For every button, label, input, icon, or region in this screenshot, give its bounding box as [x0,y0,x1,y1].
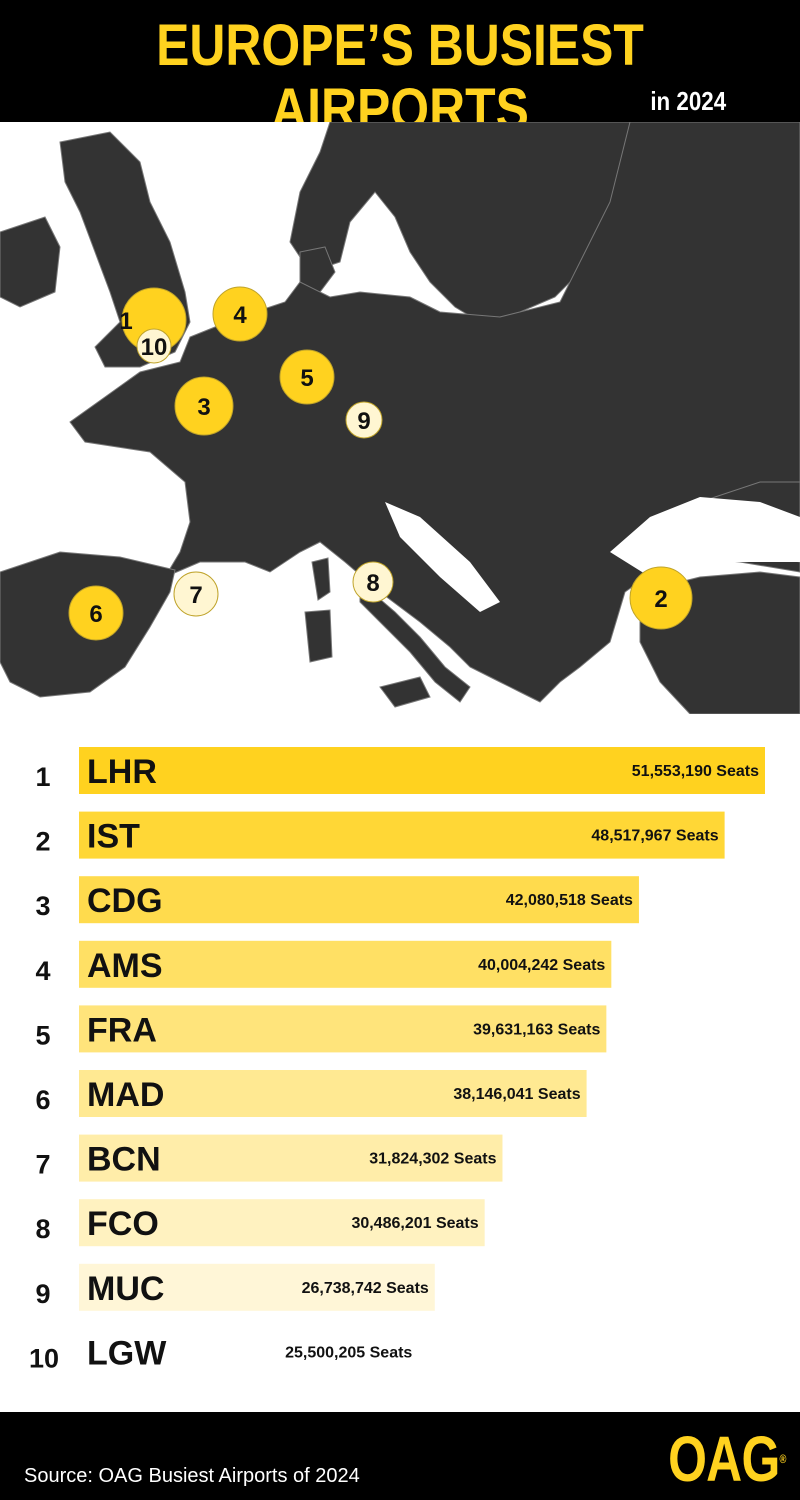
airport-code-label: MAD [87,1076,164,1114]
value-label: 25,500,205 Seats [285,1344,412,1361]
bar-cdg [79,876,639,924]
rank-label: 7 [35,1150,50,1180]
rank-label: 9 [35,1279,50,1309]
value-label: 39,631,163 Seats [473,1021,600,1038]
map-marker-7 [173,571,219,617]
map-marker-label: 6 [89,601,102,628]
map-marker-4 [212,286,268,342]
bar-ams [79,940,612,988]
bar-fra [79,1005,607,1053]
bar-ist [79,811,725,859]
map-marker-label: 9 [357,408,370,435]
map-marker-label: 10 [141,334,168,361]
rank-label: 3 [35,891,50,921]
airport-code-label: LHR [87,753,157,791]
rank-label: 2 [35,827,50,857]
header-banner: EUROPE’S BUSIEST AIRPORTS in 2024 [0,0,800,142]
logo-text: OAG [668,1423,781,1495]
map-marker-3 [174,376,234,436]
footer-banner: Source: OAG Busiest Airports of 2024 OAG… [0,1412,800,1500]
map-marker-6 [68,585,124,641]
airport-code-label: IST [87,818,140,856]
airport-code-label: MUC [87,1270,164,1308]
bar-fco [79,1199,485,1247]
rank-label: 10 [29,1343,59,1373]
value-label: 40,004,242 Seats [478,957,605,974]
map-marker-8 [352,561,394,603]
page-title: EUROPE’S BUSIEST AIRPORTS [156,13,644,142]
europe-map: 1 10 4 5 3 9 7 8 6 2 [0,122,800,714]
map-marker-9 [345,401,383,439]
map-marker-label: 5 [300,365,313,392]
bar-lhr [79,747,765,794]
map-marker-label: 7 [189,582,202,609]
airport-code-label: FCO [87,1205,159,1243]
map-marker-5 [279,349,335,405]
airport-code-label: AMS [87,947,163,985]
map-marker-label: 2 [654,586,667,613]
rank-label: 4 [35,956,50,986]
value-label: 38,146,041 Seats [453,1086,580,1103]
map-marker-label: 4 [233,302,247,329]
rank-label: 1 [35,762,50,792]
value-label: 48,517,967 Seats [591,828,718,845]
value-label: 30,486,201 Seats [351,1215,478,1232]
map-marker-2 [629,566,693,630]
value-label: 51,553,190 Seats [632,763,759,780]
rank-label: 6 [35,1085,50,1115]
rank-label: 8 [35,1214,50,1244]
map-marker-label: 3 [197,394,210,421]
rank-label: 5 [35,1020,50,1050]
map-marker-label: 1 [119,308,132,335]
airport-code-label: CDG [87,882,163,920]
seats-bar-chart: 1 LHR 51,553,190 Seats 2 IST 48,517,967 Seats… [29,747,765,1376]
bar-bcn [79,1134,503,1182]
bar-lgw [79,1328,419,1376]
source-note: Source: OAG Busiest Airports of 2024 [24,1465,360,1487]
bar-mad [79,1070,587,1117]
airport-code-label: FRA [87,1011,157,1049]
map-marker-10 [136,328,172,364]
oag-logo: OAG® [668,1423,787,1495]
value-label: 42,080,518 Seats [506,892,633,909]
value-label: 26,738,742 Seats [302,1280,429,1297]
airport-code-label: BCN [87,1141,161,1179]
map-marker-label: 8 [366,570,379,597]
page-subtitle: in 2024 [650,86,726,116]
bar-muc [79,1263,435,1311]
value-label: 31,824,302 Seats [369,1151,496,1168]
airport-code-label: LGW [87,1334,167,1372]
